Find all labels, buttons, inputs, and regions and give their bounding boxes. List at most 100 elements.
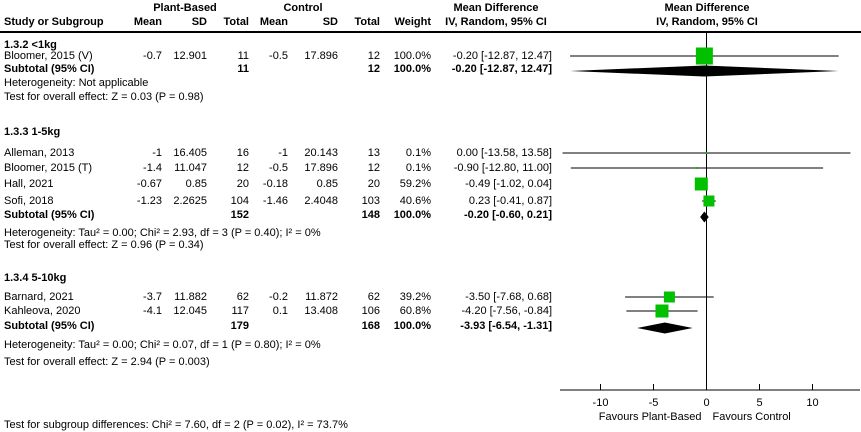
plant-total: 117 (231, 305, 249, 317)
control-total: 12 (367, 162, 380, 174)
plant-total: 11 (237, 50, 249, 62)
plant-sd: 2.2625 (173, 195, 207, 207)
subgroup-header-row: 1.3.4 5-10kg (0, 272, 861, 285)
axis-tick-label: -5 (649, 397, 659, 409)
header-divider (0, 31, 861, 33)
control-sd-header: SD (322, 16, 338, 28)
subgroup-label: 1.3.4 5-10kg (4, 272, 67, 284)
subtotal-row: Subtotal (95% CI) 11 12 100.0% -0.20 [-12.87… (0, 63, 861, 76)
weight: 60.8% (399, 305, 431, 317)
control-mean: 0.1 (272, 305, 288, 317)
study-row: Barnard, 2021 -3.7 11.882 62 -0.2 11.872 62 39.… (0, 291, 861, 304)
plant-sd: 0.85 (185, 178, 207, 190)
plant-mean: -3.7 (143, 291, 162, 303)
subtotal-control-total: 168 (361, 320, 380, 332)
weight-header: Weight (394, 16, 431, 28)
study-row: Kahleova, 2020 -4.1 12.045 117 0.1 13.408 106 6… (0, 305, 861, 318)
overall-test-row: Test for overall effect: Z = 0.96 (P = 0… (0, 239, 861, 252)
heterogeneity-text: Heterogeneity: Tau² = 0.00; Chi² = 2.93,… (4, 227, 321, 239)
ci-text: -0.49 [-1.02, 0.04] (465, 178, 552, 190)
subgroup-label: 1.3.2 <1kg (4, 39, 57, 51)
ci-text: 0.23 [-0.41, 0.87] (468, 195, 552, 207)
study-name: Alleman, 2013 (4, 147, 75, 159)
subtotal-row: Subtotal (95% CI) 152 148 100.0% -0.20 [-0.6… (0, 209, 861, 222)
subtotal-weight: 100.0% (393, 63, 431, 75)
plant-sd: 16.405 (173, 147, 207, 159)
overall-test-row: Test for overall effect: Z = 0.03 (P = 0… (0, 91, 861, 104)
subtotal-diamond (570, 65, 839, 77)
study-row: Bloomer, 2015 (V) -0.7 12.901 11 -0.5 17.896 1… (0, 50, 861, 63)
heterogeneity-row: Heterogeneity: Tau² = 0.00; Chi² = 2.93,… (0, 227, 861, 240)
subtotal-plant-total: 11 (237, 63, 249, 75)
subtotal-control-total: 12 (367, 63, 380, 75)
heterogeneity-row: Heterogeneity: Not applicable (0, 77, 861, 90)
study-name: Sofi, 2018 (4, 195, 54, 207)
plant-total: 20 (236, 178, 249, 190)
plant-total: 62 (236, 291, 249, 303)
effect-square (695, 47, 713, 65)
plant-sd: 11.882 (174, 291, 207, 303)
control-mean: -1 (278, 147, 288, 159)
ci-text: -0.20 [-12.87, 12.47] (452, 50, 552, 62)
axis-tick-label: 5 (756, 397, 762, 409)
overall-test-row: Test for overall effect: Z = 2.94 (P = 0… (0, 356, 861, 369)
control-total: 13 (367, 147, 380, 159)
control-sd: 20.143 (304, 147, 338, 159)
plant-mean: -1 (152, 147, 162, 159)
plant-total-header: Total (223, 16, 249, 28)
plant-mean: -0.67 (136, 178, 162, 190)
weight: 0.1% (405, 147, 431, 159)
study-row: Alleman, 2013 -1 16.405 16 -1 20.143 13 0.1% 0.0… (0, 147, 861, 160)
axis-tick-label: 0 (703, 397, 709, 409)
subtotal-ci-text: -3.93 [-6.54, -1.31] (460, 320, 552, 332)
study-name: Bloomer, 2015 (V) (4, 50, 93, 62)
study-row: Sofi, 2018 -1.23 2.2625 104 -1.46 2.4048 103 40… (0, 195, 861, 208)
control-total: 62 (367, 291, 380, 303)
plant-sd: 12.045 (173, 305, 207, 317)
control-mean: -0.5 (269, 50, 288, 62)
control-mean: -1.46 (262, 195, 288, 207)
control-total-header: Total (354, 16, 380, 28)
overall-test-text: Test for overall effect: Z = 0.96 (P = 0… (4, 239, 204, 251)
ci-text: -4.20 [-7.56, -0.84] (461, 305, 553, 317)
control-mean: -0.5 (269, 162, 288, 174)
subtotal-ci-text: -0.20 [-0.60, 0.21] (463, 209, 552, 221)
subtotal-diamond (700, 211, 709, 223)
subtotal-plant-total: 179 (230, 320, 249, 332)
control-total: 103 (361, 195, 380, 207)
plant-total: 12 (236, 162, 249, 174)
subtotal-weight: 100.0% (393, 320, 431, 332)
weight: 100.0% (393, 50, 431, 62)
weight: 39.2% (399, 291, 431, 303)
study-row: Bloomer, 2015 (T) -1.4 11.047 12 -0.5 17.896 1… (0, 162, 861, 175)
plant-mean: -4.1 (143, 305, 162, 317)
subtotal-weight: 100.0% (393, 209, 431, 221)
subtotal-diamond (637, 322, 693, 334)
overall-test-text: Test for overall effect: Z = 2.94 (P = 0… (4, 356, 210, 368)
weight: 0.1% (405, 162, 431, 174)
favours-right-label: Favours Control (713, 411, 791, 423)
overall-test-text: Test for overall effect: Z = 0.03 (P = 0… (4, 91, 204, 103)
effect-square (663, 291, 675, 303)
plant-mean: -1.4 (143, 162, 162, 174)
plant-total: 104 (230, 195, 249, 207)
plant-mean-header: Mean (133, 16, 162, 28)
study-name: Barnard, 2021 (4, 291, 74, 303)
control-total: 12 (367, 50, 380, 62)
favours-left-label: Favours Plant-Based (599, 411, 702, 423)
subgroup-header-row: 1.3.3 1-5kg (0, 126, 861, 139)
study-name: Kahleova, 2020 (4, 305, 81, 317)
subtotal-label: Subtotal (95% CI) (4, 209, 95, 221)
control-sd: 0.85 (316, 178, 338, 190)
control-sd: 17.896 (304, 50, 338, 62)
mean-difference-plot-header: Mean Difference (664, 2, 750, 14)
control-sd: 2.4048 (304, 195, 338, 207)
subtotal-label: Subtotal (95% CI) (4, 320, 95, 332)
plant-sd: 12.901 (173, 50, 207, 62)
ci-text: -0.90 [-12.80, 11.00] (453, 162, 552, 174)
plant-mean: -1.23 (136, 195, 162, 207)
subgroup-header-row: 1.3.2 <1kg (0, 39, 861, 52)
control-mean-header: Mean (259, 16, 288, 28)
subgroup-differences-test: Test for subgroup differences: Chi² = 7.… (4, 419, 348, 431)
